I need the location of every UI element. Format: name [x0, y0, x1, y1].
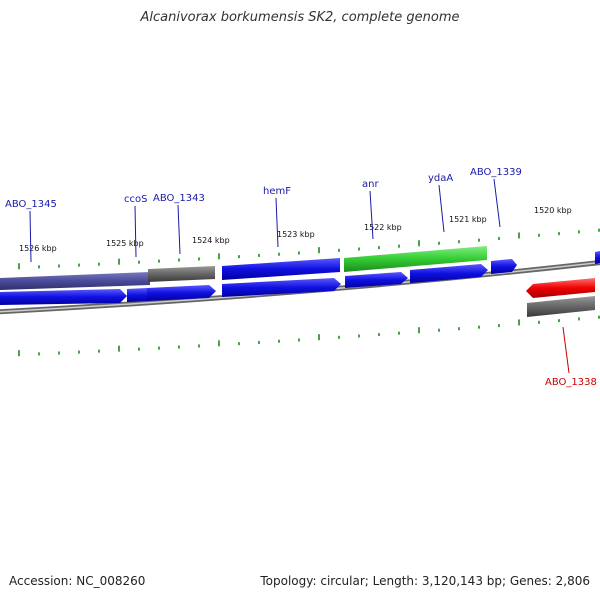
gene-feature-ABO_1339[interactable] [491, 259, 517, 274]
gene-feature-ccoS[interactable] [127, 288, 147, 302]
gene-label-leader-line [29, 210, 32, 263]
gene-label-ABO_1339[interactable]: ABO_1339 [470, 167, 522, 178]
gene-feature-ABO_1343[interactable] [147, 285, 216, 301]
gene-feature-ydaA-2[interactable] [410, 264, 488, 283]
gene-feature-hemF-2[interactable] [222, 278, 341, 297]
gene-label-leader-line [493, 178, 501, 228]
gene-label-leader-line [177, 204, 181, 255]
gene-feature-ydaA[interactable] [344, 246, 487, 272]
genome-stats-text: Topology: circular; Length: 3,120,143 bp… [260, 574, 590, 588]
kbp-labels: 1526 kbp 1525 kbp 1524 kbp 1523 kbp 1522 kbp… [19, 206, 572, 253]
map-title: Alcanivorax borkumensis SK2, complete ge… [140, 10, 460, 25]
gene-label-ABO_1338[interactable]: ABO_1338 [545, 377, 597, 388]
gene-label-leader-line [369, 190, 374, 240]
gene-label-ccoS[interactable]: ccoS [124, 194, 147, 205]
gene-label-leader-line [438, 184, 445, 233]
gene-feature-grey[interactable] [148, 266, 215, 282]
gene-label-anr[interactable]: anr [362, 179, 379, 190]
accession-text: Accession: NC_008260 [9, 574, 146, 588]
kbp-label: 1523 kbp [277, 230, 315, 239]
gene-feature-grey-reverse[interactable] [527, 296, 595, 317]
kbp-label: 1522 kbp [364, 223, 402, 232]
kbp-label: 1525 kbp [106, 239, 144, 248]
gene-feature-hemF[interactable] [222, 258, 340, 280]
gene-label-ABO_1343[interactable]: ABO_1343 [153, 193, 205, 204]
gene-label-leader-line [134, 205, 137, 258]
gene-label-ABO_1345[interactable]: ABO_1345 [5, 199, 57, 210]
gene-label-hemF[interactable]: hemF [263, 186, 291, 197]
gene-feature-anr[interactable] [345, 272, 408, 288]
gene-feature-ABO_1345[interactable] [0, 289, 127, 305]
tick-marks [18, 228, 600, 357]
gene-labels: ABO_1345 ccoS ABO_1343 hemF anr ydaA ABO_1339 A… [5, 167, 597, 388]
gene-feature-ABO_1338[interactable] [526, 278, 595, 298]
gene-feature-slate[interactable] [0, 272, 150, 290]
kbp-label: 1521 kbp [449, 215, 487, 224]
gene-label-leader-line [562, 326, 570, 374]
gene-label-ydaA[interactable]: ydaA [428, 173, 453, 184]
kbp-label: 1524 kbp [192, 236, 230, 245]
kbp-label: 1520 kbp [534, 206, 572, 215]
gene-feature-edge[interactable] [595, 251, 600, 264]
gene-label-leader-line [275, 197, 279, 248]
kbp-label: 1526 kbp [19, 244, 57, 253]
